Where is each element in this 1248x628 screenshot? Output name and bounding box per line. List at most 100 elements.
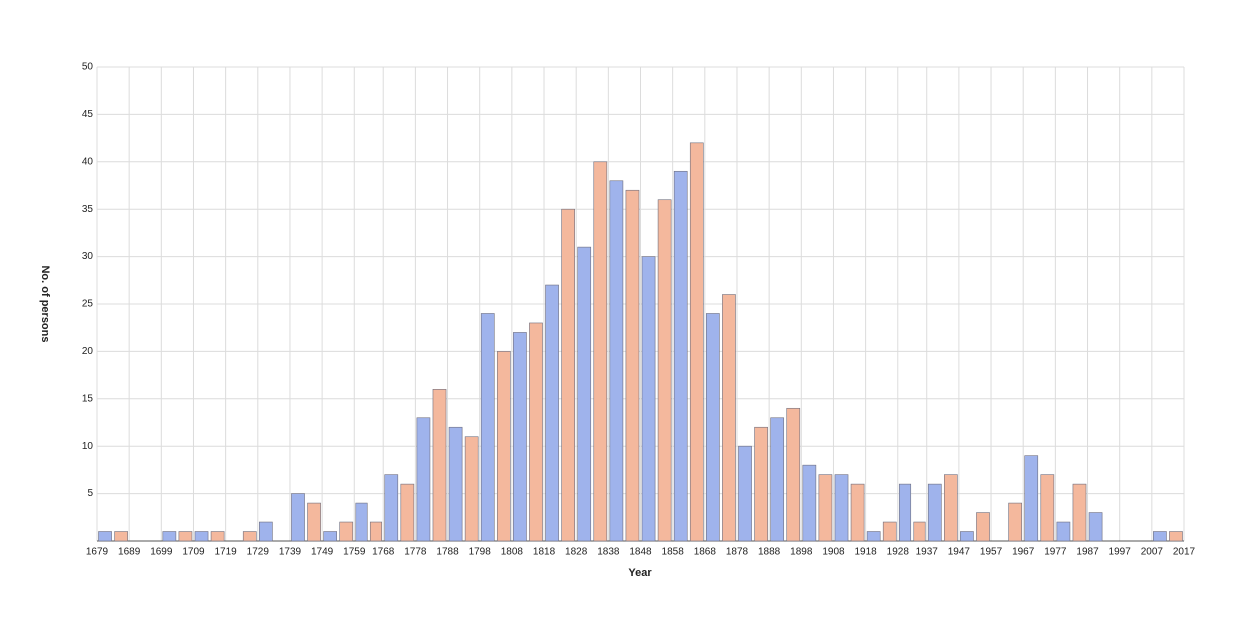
bar: [593, 161, 608, 542]
bar: [258, 521, 273, 542]
bar: [927, 483, 942, 542]
x-tick-label: 1808: [501, 547, 524, 558]
x-tick-label: 1749: [311, 547, 334, 558]
bar: [706, 313, 720, 542]
y-tick-label: 40: [82, 156, 94, 167]
bar: [850, 483, 865, 542]
x-tick-label: 1739: [279, 547, 302, 558]
bar: [818, 474, 833, 542]
x-tick-label: 1798: [469, 547, 492, 558]
x-tick-label: 1818: [533, 547, 556, 558]
bar: [577, 246, 592, 542]
bar: [1153, 531, 1167, 542]
bar: [770, 417, 785, 542]
bar: [384, 474, 399, 542]
y-tick-label: 50: [82, 62, 94, 73]
y-tick-label: 30: [82, 251, 94, 262]
bar: [786, 407, 801, 542]
bar: [561, 208, 575, 542]
bar: [609, 180, 624, 542]
bar: [480, 313, 495, 542]
bar: [898, 483, 912, 542]
x-tick-label: 2017: [1173, 547, 1196, 558]
x-tick-label: 1997: [1109, 547, 1132, 558]
x-tick-label: 1689: [118, 547, 141, 558]
x-tick-label: 1898: [790, 547, 813, 558]
bar: [323, 531, 337, 542]
bar: [369, 521, 383, 542]
x-tick-label: 1709: [182, 547, 205, 558]
x-tick-label: 1868: [694, 547, 717, 558]
bar: [464, 436, 479, 542]
bar: [98, 531, 112, 542]
x-tick-label: 1977: [1044, 547, 1067, 558]
bar: [210, 531, 225, 542]
bar: [1056, 521, 1071, 542]
x-axis-title: Year: [628, 567, 652, 579]
bar: [355, 502, 368, 542]
x-tick-label: 1788: [436, 547, 459, 558]
bar: [1088, 512, 1103, 542]
bar: [944, 474, 958, 542]
x-tick-label: 1967: [1012, 547, 1035, 558]
bar: [114, 531, 128, 542]
x-tick-label: 1947: [948, 547, 971, 558]
bar: [754, 426, 768, 542]
bar: [866, 531, 881, 542]
y-tick-label: 5: [87, 488, 93, 499]
bar: [194, 531, 209, 542]
x-tick-label: 1987: [1076, 547, 1099, 558]
bar: [738, 445, 752, 542]
y-tick-label: 25: [82, 299, 94, 310]
x-tick-label: 1768: [372, 547, 395, 558]
bar: [545, 284, 559, 542]
bar: [416, 417, 431, 542]
bar: [513, 332, 527, 542]
x-tick-label: 1928: [887, 547, 910, 558]
bar: [162, 531, 177, 542]
bar: [178, 531, 193, 542]
bar: [1040, 474, 1055, 542]
bar: [291, 493, 305, 542]
bar: [1072, 483, 1087, 542]
bar: [641, 256, 656, 542]
bar: [913, 521, 926, 542]
bar: [882, 521, 897, 542]
bar: [307, 502, 321, 542]
x-tick-label: 1858: [662, 547, 685, 558]
bar: [1008, 502, 1023, 542]
bar: [657, 199, 672, 542]
x-tick-label: 1679: [86, 547, 109, 558]
bar: [625, 189, 640, 542]
x-tick-label: 1729: [247, 547, 270, 558]
x-tick-label: 1778: [404, 547, 427, 558]
bar: [1169, 531, 1183, 542]
bar: [834, 474, 849, 542]
bar: [673, 170, 688, 542]
x-tick-label: 2007: [1141, 547, 1164, 558]
bar: [976, 512, 990, 542]
x-tick-label: 1957: [980, 547, 1003, 558]
x-tick-label: 1888: [758, 547, 781, 558]
y-tick-label: 35: [82, 204, 94, 215]
y-tick-label: 45: [82, 109, 94, 120]
bar: [960, 531, 974, 542]
bar: [242, 531, 257, 542]
x-tick-label: 1848: [629, 547, 652, 558]
x-tick-label: 1908: [822, 547, 845, 558]
y-tick-label: 15: [82, 393, 94, 404]
x-tick-label: 1699: [150, 547, 173, 558]
x-tick-label: 1759: [343, 547, 366, 558]
x-tick-label: 1918: [854, 547, 877, 558]
y-tick-label: 20: [82, 346, 94, 357]
bar: [1024, 455, 1039, 542]
x-tick-label: 1719: [215, 547, 238, 558]
x-tick-label: 1937: [916, 547, 939, 558]
bar: [339, 521, 354, 542]
bar: [529, 322, 543, 542]
bar: [802, 464, 817, 542]
x-tick-label: 1878: [726, 547, 749, 558]
bar: [496, 351, 511, 542]
x-tick-label: 1828: [565, 547, 588, 558]
